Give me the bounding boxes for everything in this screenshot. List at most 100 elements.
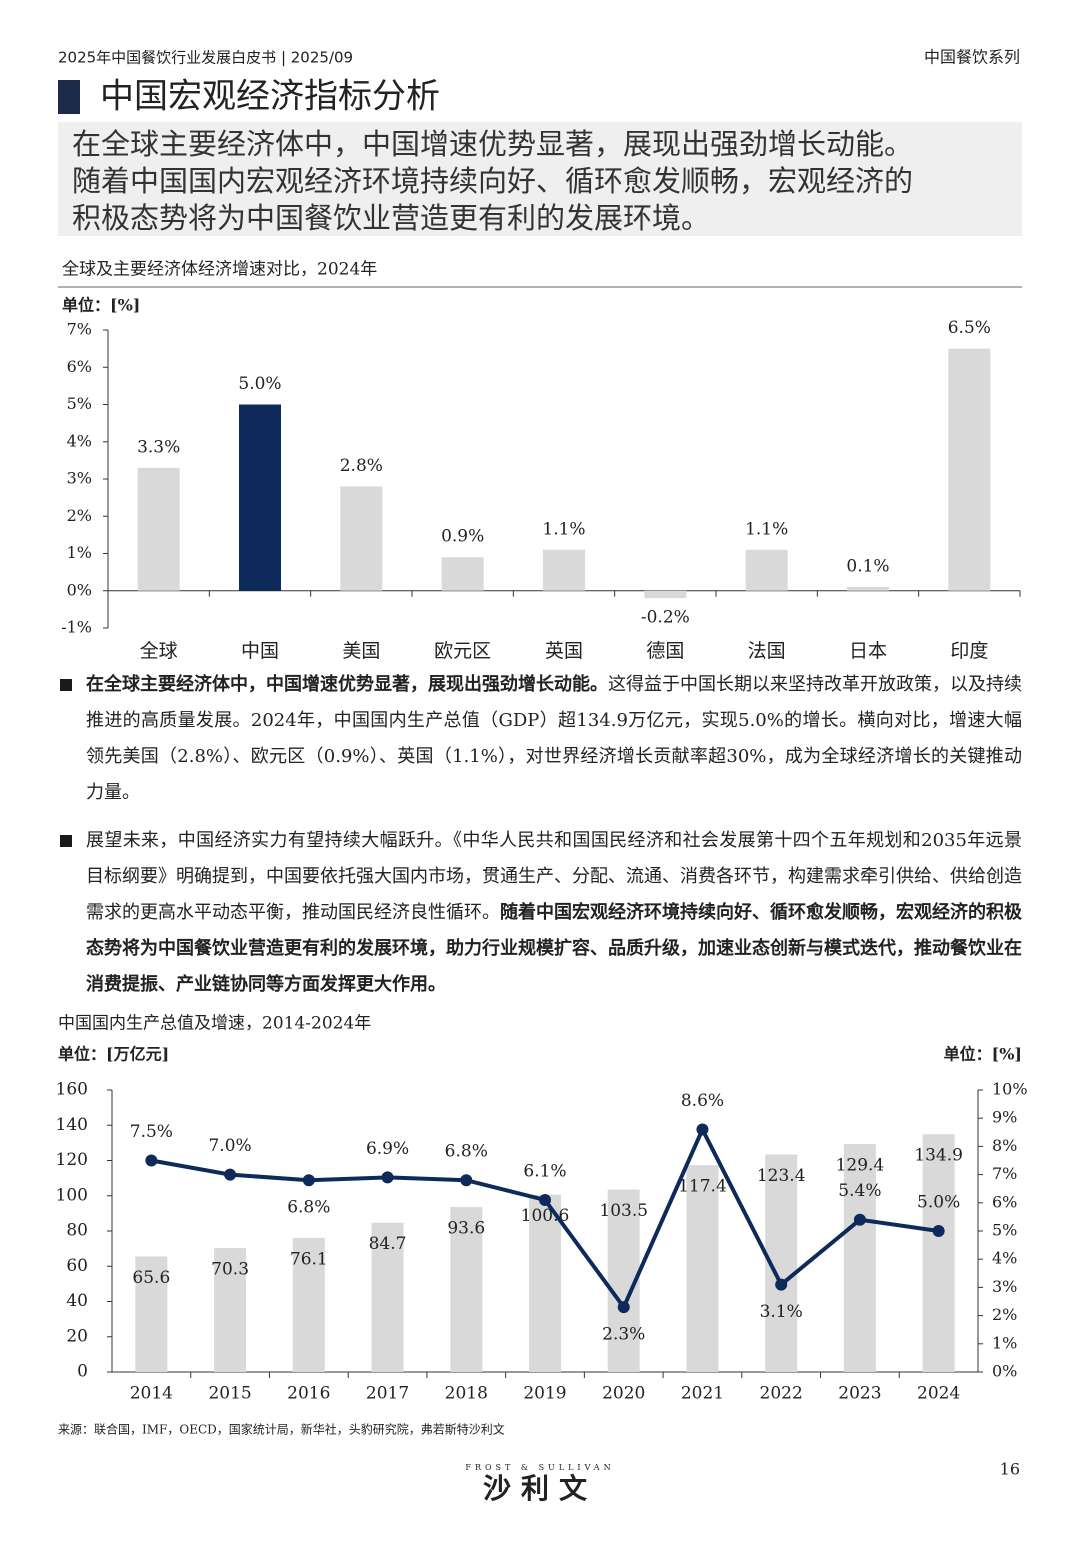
headline: 在全球主要经济体中，中国增速优势显著，展现出强劲增长动能。 随着中国国内宏观经济环… [58,122,1022,236]
bar [239,404,281,591]
line-value-label: 6.8% [287,1198,330,1218]
y-tick-label: -1% [61,618,92,637]
y2-tick-label: 1% [992,1333,1017,1352]
y2-tick-label: 0% [992,1362,1017,1381]
y2-tick-label: 2% [992,1305,1017,1324]
value-label: 5.0% [238,374,281,394]
line-point [932,1225,945,1237]
y-tick-label: 100 [56,1185,88,1205]
line-point [539,1193,551,1206]
y2-tick-label: 3% [992,1277,1017,1296]
x-tick-label: 全球 [140,640,178,662]
bar [543,549,585,591]
value-label: 1.1% [542,519,585,539]
line-value-label: 2.3% [602,1325,645,1345]
line-point [145,1154,158,1167]
x-tick-label: 2018 [445,1384,488,1404]
bar [847,587,889,591]
y-tick-label: 5% [67,394,92,413]
header-right: 中国餐饮系列 [924,48,1020,67]
bar-value-label: 123.4 [757,1166,806,1186]
bar [292,1237,325,1372]
bar [686,1165,719,1372]
header-left: 2025年中国餐饮行业发展白皮书 | 2025/09 [58,49,353,67]
line-value-label: 5.0% [917,1193,960,1213]
line-value-label: 6.8% [445,1142,488,1162]
x-tick-label: 2016 [287,1384,330,1404]
logo-main: 沙利文 [483,1472,597,1505]
bar [214,1248,247,1372]
line-value-label: 6.9% [366,1139,409,1159]
line-value-label: 8.6% [681,1091,724,1111]
y2-tick-label: 4% [992,1249,1017,1268]
x-tick-label: 2014 [130,1384,173,1404]
x-tick-label: 印度 [950,640,988,662]
bullet: 在全球主要经济体中，中国增速优势显著，展现出强劲增长动能。这得益于中国长期以来坚… [58,667,1022,811]
line-value-label: 7.5% [130,1122,173,1142]
unit-label-right: 单位：[%] [944,1045,1022,1064]
bold-text: 随着中国宏观经济环境持续向好、循环愈发顺畅，宏观经济的积极态势将为中国餐饮业营造… [86,902,1022,995]
x-tick-label: 2017 [366,1384,409,1404]
x-tick-label: 2021 [681,1384,724,1404]
y-tick-label: 1% [67,543,92,562]
chart-title: 全球及主要经济体经济增速对比，2024年 [62,260,377,280]
bold-text: 在全球主要经济体中，中国增速优势显著，展现出强劲增长动能。 [86,674,608,695]
logo-top: FROST & SULLIVAN [465,1463,614,1472]
line-point [853,1213,866,1226]
bullet: 展望未来，中国经济实力有望持续大幅跃升。《中华人民共和国国民经济和社会发展第十四… [58,823,1022,1003]
x-tick-label: 德国 [646,640,684,662]
bar [135,1256,168,1372]
bar [745,549,788,591]
bar-value-label: 93.6 [447,1219,485,1239]
y-tick-label: 140 [56,1115,88,1135]
bar [340,486,383,591]
y-tick-label: 7% [67,320,92,339]
line-point [775,1278,788,1291]
unit-label-left: 单位：[万亿元] [58,1045,169,1064]
headline-line: 在全球主要经济体中，中国增速优势显著，展现出强劲增长动能。 [72,127,914,161]
bullet-text: 在全球主要经济体中，中国增速优势显著，展现出强劲增长动能。这得益于中国长期以来坚… [86,667,1022,811]
bar [922,1134,955,1372]
y2-tick-label: 5% [992,1221,1017,1240]
line-point [617,1301,630,1314]
headline-line: 随着中国国内宏观经济环境持续向好、循环愈发顺畅，宏观经济的 [72,164,914,198]
line-value-label: 5.4% [838,1181,881,1201]
y2-tick-label: 7% [992,1164,1017,1183]
text: 这得益于中国长期以来坚持改革开放政策，以及持续推进的高质量发展。2024年，中国… [86,674,1022,803]
x-tick-label: 法国 [748,640,786,662]
line-point [696,1123,709,1136]
text: 展望未来，中国经济实力有望持续大幅跃升。《中华人民共和国国民经济和社会发展第十四… [86,830,1022,923]
line-point [381,1171,394,1184]
chart-title: 中国国内生产总值及增速，2014-2024年 [58,1014,371,1034]
bar-value-label: 134.9 [914,1146,963,1166]
y-tick-label: 40 [66,1291,88,1311]
x-tick-label: 2022 [760,1384,803,1404]
y2-tick-label: 10% [992,1080,1028,1099]
bar [371,1222,404,1372]
unit-label: 单位：[%] [62,296,140,315]
section-title: 中国宏观经济指标分析 [100,77,440,117]
bar-value-label: 65.6 [132,1268,170,1288]
value-label: 1.1% [745,519,788,539]
y-tick-label: 3% [67,469,92,488]
line-point [302,1174,315,1187]
line-value-label: 3.1% [760,1302,803,1322]
line-value-label: 6.1% [523,1161,566,1181]
page-number: 16 [1000,1460,1020,1479]
x-tick-label: 2023 [838,1384,881,1404]
value-label: 3.3% [137,437,180,457]
bar-value-label: 100.6 [521,1206,570,1226]
x-tick-label: 2020 [602,1384,645,1404]
y-tick-label: 20 [66,1326,88,1346]
y2-tick-label: 6% [992,1192,1017,1211]
value-label: 0.9% [441,527,484,547]
x-tick-label: 2015 [208,1384,251,1404]
y-tick-label: 6% [67,357,92,376]
bar [137,467,180,591]
y-tick-label: 160 [56,1080,88,1100]
bar-value-label: 70.3 [211,1260,249,1280]
x-tick-label: 日本 [849,640,887,662]
y-tick-label: 2% [67,506,92,525]
value-label: -0.2% [641,608,690,628]
